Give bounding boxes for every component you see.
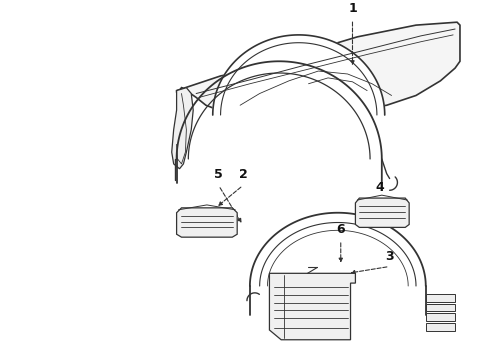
Text: 5: 5 — [214, 168, 223, 181]
Polygon shape — [270, 273, 355, 340]
Polygon shape — [426, 313, 455, 321]
Polygon shape — [176, 208, 237, 237]
Text: 1: 1 — [348, 3, 357, 15]
Text: 6: 6 — [337, 223, 345, 236]
Text: 3: 3 — [385, 249, 394, 262]
Polygon shape — [426, 294, 455, 302]
Text: 2: 2 — [239, 168, 247, 181]
Text: 4: 4 — [375, 181, 384, 194]
Polygon shape — [176, 22, 460, 113]
Polygon shape — [172, 88, 193, 169]
Polygon shape — [355, 198, 409, 228]
Polygon shape — [426, 303, 455, 311]
Polygon shape — [426, 323, 455, 331]
Polygon shape — [213, 35, 385, 135]
